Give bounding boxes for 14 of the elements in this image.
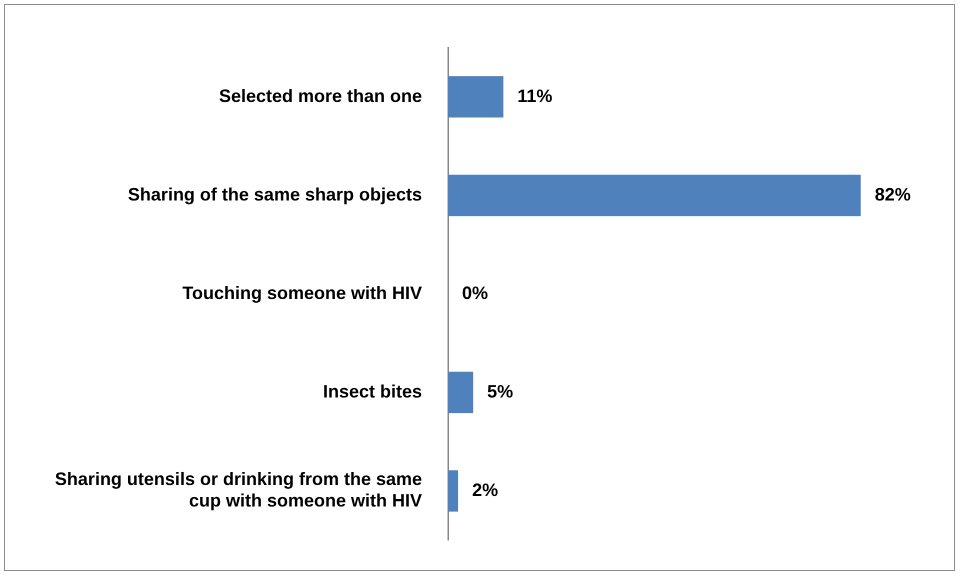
data-label: 0% [462,282,488,303]
data-label: 5% [487,381,514,402]
y-tick-label: Selected more than one [218,86,422,106]
data-label: 2% [472,480,498,500]
data-label: 82% [874,184,911,204]
bar [448,470,458,512]
data-label: 11% [517,86,552,106]
y-tick-label: Sharing of the same sharp objects [128,184,422,204]
bar [448,372,474,414]
bar [448,76,504,118]
y-tick-label: Touching someone with HIV [182,282,422,303]
y-tick-label: Sharing utensils or drinking from the same cup with someone with HIV [54,469,422,511]
y-tick-label: Insect bites [322,381,422,402]
bar [448,174,861,216]
